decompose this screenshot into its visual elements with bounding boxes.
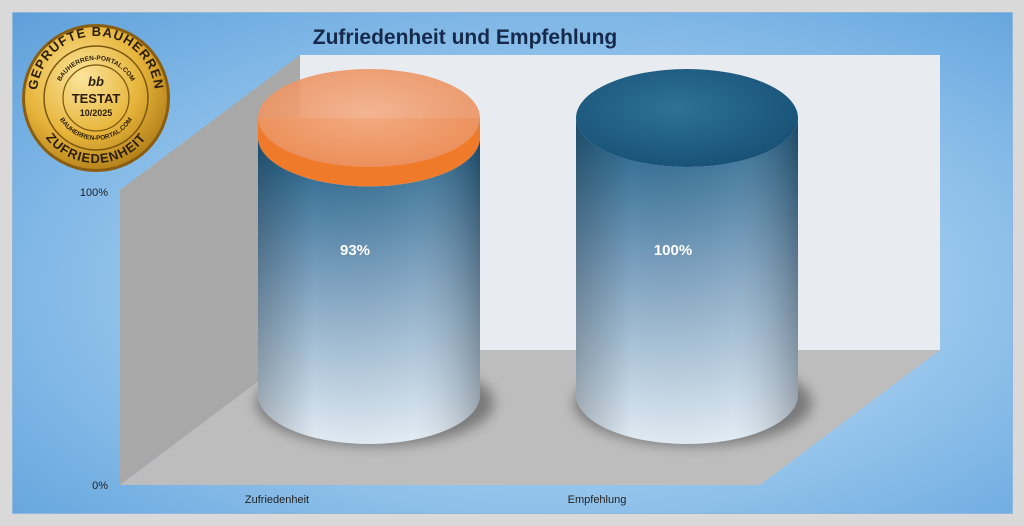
chart-title: Zufriedenheit und Empfehlung xyxy=(313,26,617,49)
bar-value-label-zufriedenheit: 93% xyxy=(340,242,370,259)
bar-shading-zufriedenheit xyxy=(258,137,480,444)
seal-logo-mark: bb xyxy=(88,74,104,89)
y-tick-label-100: 100% xyxy=(80,187,108,199)
y-tick-label-0: 0% xyxy=(92,480,108,492)
bar-value-label-empfehlung: 100% xyxy=(654,242,692,259)
category-label-empfehlung: Empfehlung xyxy=(568,494,627,506)
category-label-zufriedenheit: Zufriedenheit xyxy=(245,494,309,506)
bar-shading-empfehlung xyxy=(576,118,798,444)
bars-group: 93% 100% xyxy=(256,69,812,446)
seal-logo: GEPRÜFTE BAUHERREN ZUFRIEDENHEIT BAUHERR… xyxy=(22,24,170,172)
side-wall xyxy=(120,55,300,485)
bar-top-empfehlung xyxy=(576,69,798,167)
seal-badge-text: TESTAT xyxy=(72,91,121,106)
seal-date: 10/2025 xyxy=(80,108,113,118)
bar-remainder-top-zufriedenheit xyxy=(258,69,480,167)
